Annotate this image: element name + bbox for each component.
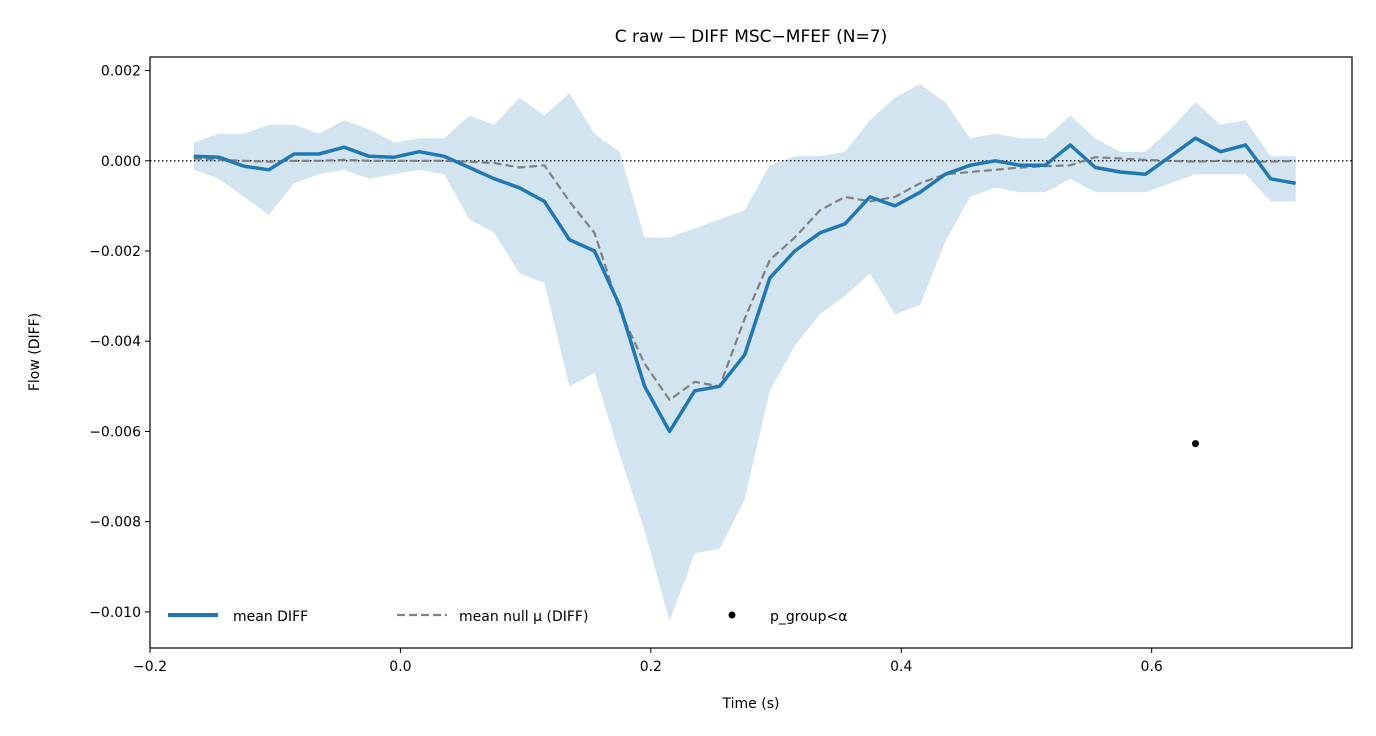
y-tick-label: −0.008 [89,515,141,531]
y-tick-label: −0.002 [89,244,141,260]
plot-area [150,84,1352,621]
chart-title: C raw — DIFF MSC−MFEF (N=7) [615,27,887,47]
series-line-null-mean [193,156,1296,401]
x-tick-label: 0.2 [640,659,662,675]
y-tick-label: 0.002 [101,64,141,80]
legend-label-significant: p_group<α [770,609,848,625]
x-tick-label: −0.2 [133,659,167,675]
y-tick-label: −0.010 [89,605,141,621]
legend-label-null-mean: mean null μ (DIFF) [459,609,588,625]
legend: mean DIFF mean null μ (DIFF) p_group<α [168,609,848,625]
legend-swatch-significant [728,611,736,619]
plot-frame [149,56,1353,649]
x-axis-label: Time (s) [722,696,780,712]
x-tick-label: 0.6 [1141,659,1163,675]
y-axis-label: Flow (DIFF) [27,313,43,391]
y-tick-label: −0.004 [89,334,141,350]
significant-point [1191,440,1199,448]
y-tick-label: −0.006 [89,424,141,440]
series-line-mean-diff [193,136,1297,434]
x-tick-label: 0.0 [389,659,411,675]
legend-label-mean-diff: mean DIFF [233,609,308,625]
x-tick-label: 0.4 [890,659,912,675]
y-tick-label: 0.000 [101,154,141,170]
x-axis: −0.2 0.0 0.2 0.4 0.6 [133,648,1163,675]
y-axis: 0.002 0.000 −0.002 −0.004 −0.006 −0.008 −0.010 [89,64,150,621]
